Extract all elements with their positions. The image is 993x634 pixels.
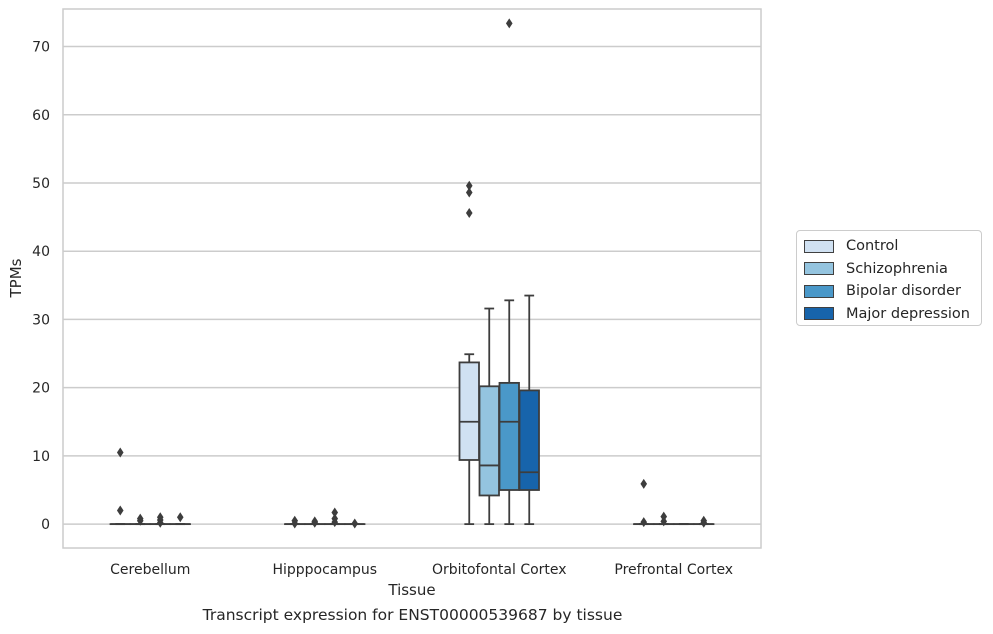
legend: Control Schizophrenia Bipolar disorder Majo… (796, 230, 982, 326)
box-control (633, 478, 655, 528)
x-tick-label: Prefrontal Cortex (614, 562, 733, 578)
box-major-depression (518, 294, 540, 526)
outlier-point (505, 18, 513, 29)
outlier-point (176, 512, 184, 523)
outlier-point (700, 515, 708, 526)
box-major-depression (693, 515, 715, 528)
legend-item: Schizophrenia (804, 258, 981, 281)
box-iqr (458, 361, 480, 461)
box-control (284, 515, 306, 529)
legend-swatch (804, 307, 834, 321)
box-control (109, 447, 131, 526)
box-major-depression (169, 512, 191, 526)
outlier-point (156, 512, 164, 523)
y-tick-label: 60 (32, 108, 50, 124)
outlier-point (640, 517, 648, 528)
outlier-point (331, 513, 339, 524)
figure-caption: Transcript expression for ENST0000053968… (202, 606, 623, 624)
box-iqr (478, 385, 500, 497)
x-tick-label: Orbitofontal Cortex (432, 562, 567, 578)
y-tick-label: 30 (32, 312, 50, 328)
legend-label: Schizophrenia (846, 260, 948, 277)
box-iqr (498, 381, 520, 491)
plot-area-frame (62, 8, 762, 549)
box-bipolar-disorder (324, 507, 346, 528)
x-axis-label: Tissue (387, 581, 435, 599)
outlier-point (291, 515, 299, 526)
legend-swatch (804, 284, 834, 298)
legend-item: Control (804, 235, 981, 258)
outlier-point (640, 478, 648, 489)
y-tick-label: 10 (32, 449, 50, 465)
outlier-point (660, 511, 668, 522)
outlier-point (311, 516, 319, 527)
box-major-depression (344, 518, 366, 529)
y-tick-label: 20 (32, 381, 50, 397)
y-axis-label: TPMs (7, 258, 25, 298)
legend-swatch (804, 239, 834, 253)
y-tick-label: 40 (32, 244, 50, 260)
box-schizophrenia (653, 511, 675, 527)
box-bipolar-disorder (149, 512, 171, 528)
outlier-point (116, 505, 124, 516)
y-tick-label: 70 (32, 40, 50, 56)
x-tick-labels: Cerebellum Hipppocampus Orbitofontal Corte… (110, 562, 733, 578)
outlier-point (465, 180, 473, 191)
box-series (109, 18, 715, 529)
box-schizophrenia (304, 516, 326, 528)
legend-label: Bipolar disorder (846, 283, 961, 300)
box-bipolar-disorder (498, 18, 520, 526)
y-tick-label: 0 (41, 517, 50, 533)
legend-label: Major depression (846, 305, 970, 322)
legend-swatch (804, 262, 834, 276)
box-iqr (518, 389, 540, 491)
y-tick-label: 50 (32, 176, 50, 192)
box-schizophrenia (129, 513, 151, 526)
box-schizophrenia (478, 307, 500, 526)
y-gridlines (63, 45, 761, 525)
y-tick-labels: 0 10 20 30 40 50 60 70 (32, 40, 50, 534)
outlier-point (465, 208, 473, 219)
legend-item: Bipolar disorder (804, 280, 981, 303)
outlier-point (351, 518, 359, 529)
outlier-point (465, 187, 473, 198)
outlier-point (136, 513, 144, 524)
outlier-point (331, 507, 339, 518)
outlier-point (116, 447, 124, 458)
x-tick-label: Hipppocampus (272, 562, 377, 578)
box-control (458, 180, 480, 526)
legend-item: Major depression (804, 303, 981, 326)
legend-label: Control (846, 238, 899, 255)
x-tick-label: Cerebellum (110, 562, 190, 578)
